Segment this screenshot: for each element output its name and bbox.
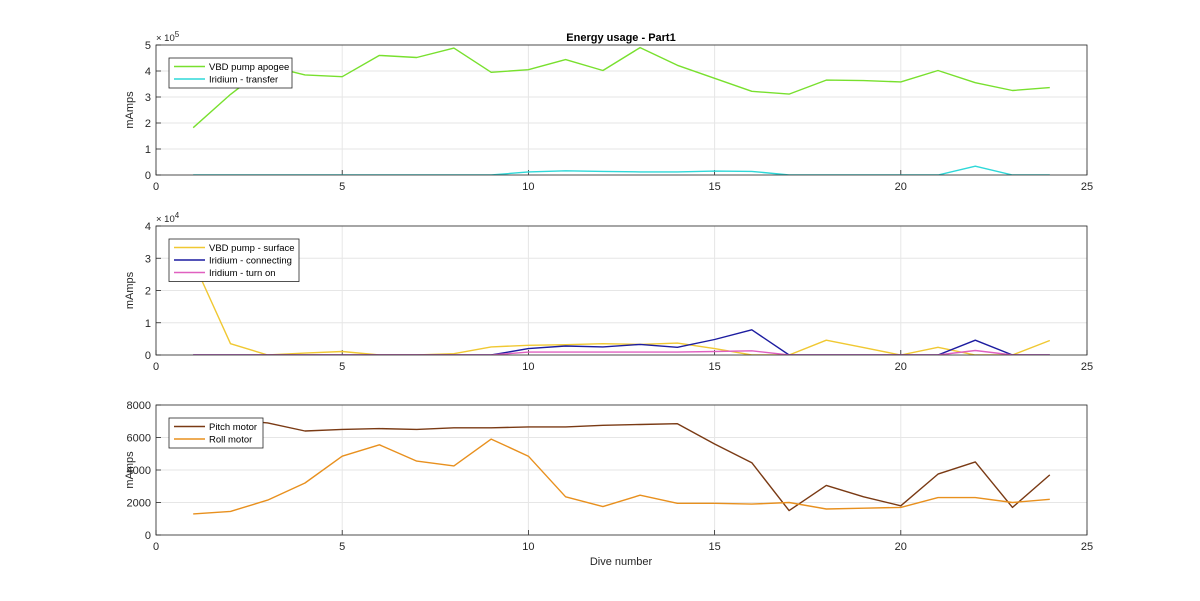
series-line-2 (193, 438, 1050, 515)
x-axis-label: Dive number (590, 556, 653, 568)
x-tick-label: 0 (153, 181, 159, 193)
series-line-1 (192, 261, 1051, 355)
legend-label: VBD pump - surface (209, 243, 295, 254)
x-tick-label: 15 (708, 361, 720, 373)
axes-box (155, 44, 1088, 176)
y-tick-label: 0 (145, 530, 151, 542)
y-exponent-label: × 104 (156, 211, 180, 225)
x-tick-label: 20 (895, 541, 907, 553)
series-line-1 (192, 46, 1050, 129)
x-tick-label: 15 (708, 541, 720, 553)
y-tick-label: 3 (145, 253, 151, 265)
y-tick-label: 4 (145, 66, 151, 78)
x-tick-label: 25 (1081, 361, 1093, 373)
x-tick-label: 0 (153, 541, 159, 553)
axes-box (155, 225, 1088, 356)
y-tick-label: 4000 (127, 465, 151, 477)
y-tick-label: 1 (145, 318, 151, 330)
y-tick-label: 5 (145, 40, 151, 52)
y-tick-label: 2 (145, 118, 151, 130)
series-line-2 (193, 329, 1050, 355)
x-tick-label: 10 (522, 541, 534, 553)
y-axis-label: mAmps (124, 451, 136, 489)
x-tick-label: 10 (522, 181, 534, 193)
x-tick-label: 25 (1081, 541, 1093, 553)
x-tick-label: 25 (1081, 181, 1093, 193)
series-line-3 (193, 349, 1050, 355)
y-tick-label: 6000 (127, 433, 151, 445)
legend-label: Iridium - turn on (209, 268, 276, 279)
x-tick-label: 20 (895, 181, 907, 193)
legend-label: Iridium - connecting (209, 256, 292, 267)
legend-box (168, 417, 264, 449)
subplot-1: 0 5 10 15 20 25 0 1 2 3 4 5 × 105 mAmps VBD pump apoge… (124, 30, 1093, 193)
y-tick-label: 0 (145, 170, 151, 182)
legend-label: Pitch motor (209, 422, 257, 433)
y-tick-label: 3 (145, 92, 151, 104)
x-tick-label: 20 (895, 361, 907, 373)
series-line-2 (193, 165, 1050, 175)
y-axis-label: mAmps (124, 271, 136, 309)
y-tick-label: 8000 (127, 400, 151, 412)
y-tick-label: 2000 (127, 498, 151, 510)
y-exponent-label: × 105 (156, 30, 180, 44)
x-tick-label: 15 (708, 181, 720, 193)
x-tick-label: 5 (339, 181, 345, 193)
axes-box (155, 404, 1088, 536)
y-tick-label: 4 (145, 221, 151, 233)
figure-title: Energy usage - Part1 (566, 32, 675, 44)
plot-area (156, 45, 1087, 175)
y-tick-label: 0 (145, 350, 151, 362)
subplot-2: 0 5 10 15 20 25 0 1 2 3 4 × 104 mAmps VBD pump - surf… (124, 211, 1093, 373)
x-tick-label: 5 (339, 361, 345, 373)
series-line-1 (193, 418, 1051, 512)
x-tick-label: 5 (339, 541, 345, 553)
x-tick-label: 10 (522, 361, 534, 373)
legend-label: Iridium - transfer (209, 75, 278, 86)
x-tick-label: 0 (153, 361, 159, 373)
legend-label: VBD pump apogee (209, 62, 289, 73)
legend-label: Roll motor (209, 435, 252, 446)
y-axis-label: mAmps (124, 91, 136, 129)
y-tick-label: 2 (145, 286, 151, 298)
legend-box (168, 57, 293, 89)
subplot-3: 0 5 10 15 20 25 0 2000 4000 6000 8000 mAmps Pitch mo… (124, 400, 1093, 553)
y-tick-label: 1 (145, 144, 151, 156)
